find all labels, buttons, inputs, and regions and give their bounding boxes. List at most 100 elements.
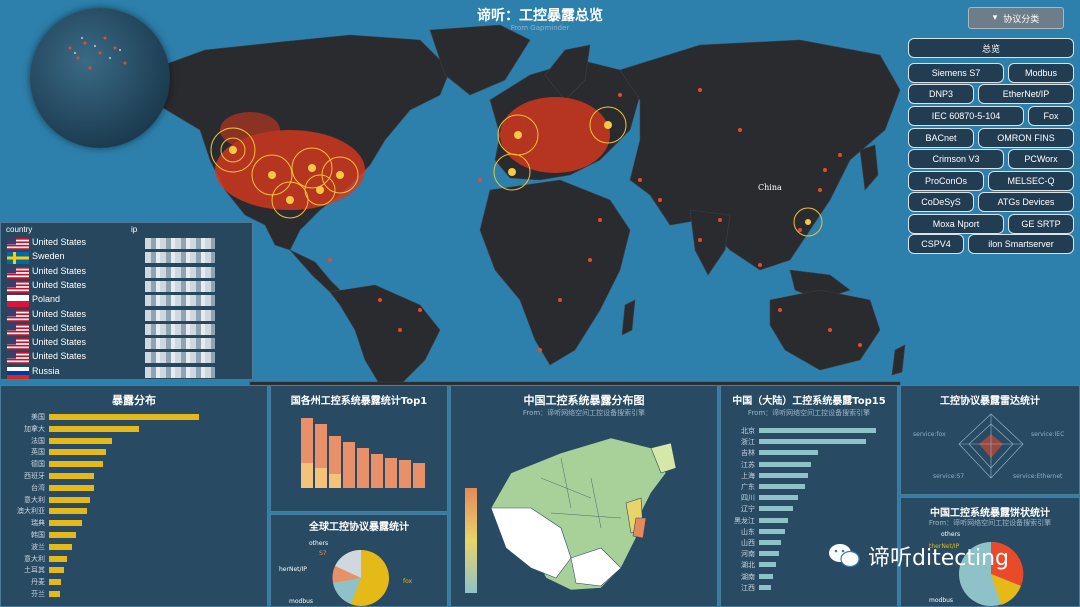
pie-label-s7: S7 [319,550,327,557]
protocol-radar-chart: service:fox service:IEC service:S7 servi… [913,413,1064,480]
province-bar [759,439,866,445]
bar-label: 韩国 [31,531,45,539]
bar-label: 瑞典 [31,519,45,528]
protocol-category-dropdown[interactable]: ▾ 协议分类 [968,7,1064,29]
ip-cell-redacted [145,238,215,249]
province-bar [759,472,809,478]
province-bar [759,573,774,579]
bar-label: 意大利 [24,554,45,563]
proto-btn-pcworx[interactable]: PCWorx [1008,149,1074,169]
country-cell: United States [32,351,87,362]
china-pie-panel: 中国工控系统暴露饼状统计 From：谛听网络空间工控设备搜索引擎 others … [900,497,1080,607]
ip-cell-redacted [145,266,215,278]
province-bar [759,506,793,512]
flag-icon [7,280,29,293]
bar-label: 德国 [31,460,45,469]
proto-btn-omron-fins[interactable]: OMRON FINS [978,128,1074,148]
china-choropleth-map[interactable] [451,418,718,607]
proto-btn-siemens-s7[interactable]: Siemens S7 [908,63,1004,83]
table-row[interactable]: United States [5,337,250,351]
proto-btn-moxa-nport[interactable]: Moxa Nport [908,214,1004,234]
flag-icon [7,352,29,365]
dropdown-label: 协议分类 [1003,14,1040,25]
country-cell: Russia [32,365,60,376]
table-row[interactable]: United States [5,237,250,251]
bar-label: 江西 [741,583,755,592]
proto-btn-dnp3[interactable]: DNP3 [908,84,974,104]
province-bar [759,551,779,557]
radar-axis-iec: service:IEC [1031,431,1064,438]
table-row[interactable]: United States [5,323,250,337]
flag-icon [7,252,29,265]
ip-cell-redacted [145,352,215,364]
watermark-text: 谛听ditecting [868,546,1009,571]
exposure-bar [49,555,67,562]
country-cell: United States [32,237,87,247]
ip-cell-redacted [145,366,215,378]
country-cell: United States [32,279,87,290]
page-title: 谛听：工控暴露总览 [477,8,603,24]
proto-btn-iec104[interactable]: IEC 60870-5-104 [908,106,1024,126]
exposure-bar [49,591,60,597]
protocol-radar-panel: 工控协议暴露雷达统计 service:fox service:IEC servi… [900,385,1080,495]
proto-btn-modbus[interactable]: Modbus [1008,63,1074,83]
proto-btn-fox[interactable]: Fox [1028,106,1074,126]
europe-states-panel: 国各州工控系统暴露统计Top1 [270,385,448,512]
table-row[interactable]: Sweden [5,251,250,265]
china-distribution-panel: 中国工控系统暴露分布图 From：谛听网络空间工控设备搜索引擎 [450,385,718,607]
proto-btn-ge-srtp[interactable]: GE SRTP [1008,214,1074,234]
proto-btn-melsec-q[interactable]: MELSEC-Q [988,171,1074,191]
chat-bubble-icon [828,542,860,570]
exposure-bar [49,473,94,479]
ip-cell-redacted [145,323,215,335]
china-top15-panel: 中国（大陆）工控系统暴露Top15 From：谛听网络空间工控设备搜索引擎 北京… [720,385,898,607]
proto-btn-bacnet[interactable]: BACnet [908,128,974,148]
proto-btn-ethernet-ip[interactable]: EtherNet/IP [978,84,1074,104]
panel-title: 暴露分布 [112,394,156,407]
province-bar [759,528,785,534]
country-cell: Sweden [32,251,65,262]
map-label-china: China [758,183,782,192]
globe-thumbnail[interactable] [30,8,170,148]
proto-btn-codesys[interactable]: CoDeSyS [908,192,974,212]
proto-btn-crimson-v3[interactable]: Crimson V3 [908,149,1004,169]
flag-icon [7,323,29,336]
bar-label: 上海 [741,471,755,480]
bar-label: 西班牙 [24,472,45,480]
ip-cell-redacted [145,280,215,292]
pie-label-ethernet-ip: herNet/IP [279,566,307,573]
exposure-bar [49,425,139,432]
table-row[interactable]: Russia [5,366,250,380]
province-bar [759,584,771,590]
panel-title: 全球工控协议暴露统计 [309,522,409,533]
exposure-bar [49,449,106,456]
proto-btn-cspv4[interactable]: CSPV4 [908,234,964,254]
proto-btn-overview[interactable]: 总览 [908,38,1074,58]
bar-label: 芬兰 [31,590,45,598]
page-subtitle: From Gapminder [510,24,570,32]
exposure-distribution-panel: 暴露分布 美国 加拿大 法国 英国 德国 西班牙 台湾 意大利 澳大利亚 瑞典 韩国 波兰 意大利 土耳其… [0,385,268,607]
table-row[interactable]: United States [5,280,250,294]
country-cell: Poland [32,294,61,305]
country-cell: United States [32,337,87,348]
province-bar [759,540,782,545]
exposure-bar [49,484,94,491]
table-row[interactable]: United States [5,266,250,280]
pie-label-others: others [309,540,328,547]
europe-bar-chart [301,418,425,488]
radar-axis-fox: service:fox [913,431,946,438]
pie-label-modbus: modbus [289,598,313,605]
proto-btn-proconos[interactable]: ProConOs [908,171,984,191]
bar-label: 法国 [31,436,45,445]
bar-label: 湖南 [741,572,755,581]
china-pie-label-ethernet-ip: therNet/IP [929,543,960,550]
table-row[interactable]: Poland [5,294,250,308]
bar-label: 湖北 [741,561,755,570]
ip-cell-redacted [145,338,215,350]
proto-btn-atgs-devices[interactable]: ATGs Devices [978,192,1074,212]
panel-subtitle: From：谛听网络空间工控设备搜索引擎 [928,519,1052,527]
proto-btn-ilon-smartserver[interactable]: ilon Smartserver [968,234,1074,254]
table-row[interactable]: United States [5,309,250,323]
table-row[interactable]: United States [5,351,250,365]
